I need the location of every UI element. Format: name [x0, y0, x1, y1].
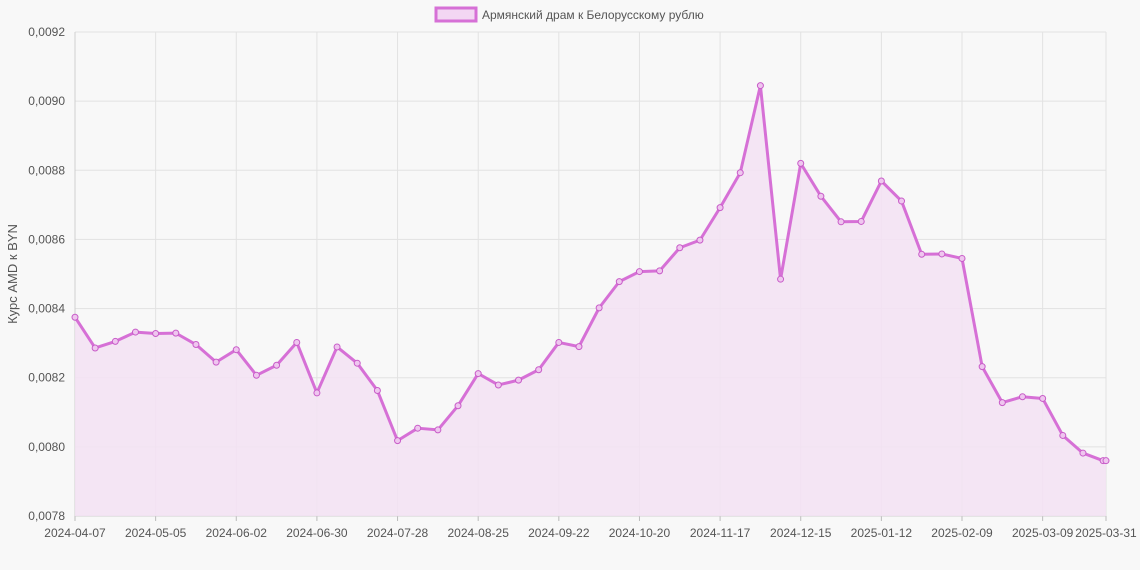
data-point[interactable] [998, 399, 1006, 407]
data-point[interactable] [877, 177, 885, 185]
data-point[interactable] [716, 204, 724, 212]
data-points [71, 82, 1110, 465]
data-point[interactable] [434, 426, 442, 434]
x-tick-label: 2024-10-20 [609, 526, 671, 540]
data-point[interactable] [373, 387, 381, 395]
data-point[interactable] [958, 254, 966, 262]
legend[interactable]: Армянский драм к Белорусскому рублю [434, 6, 704, 23]
data-point[interactable] [91, 344, 99, 352]
y-tick-label: 0,0080 [28, 440, 65, 454]
data-point[interactable] [212, 358, 220, 366]
x-tick-label: 2024-11-17 [690, 526, 751, 540]
data-point[interactable] [152, 329, 160, 337]
data-point[interactable] [333, 343, 341, 351]
data-point[interactable] [131, 328, 139, 336]
x-tick-label: 2025-01-12 [851, 526, 913, 540]
data-point[interactable] [898, 197, 906, 205]
data-point[interactable] [1039, 394, 1047, 402]
data-point[interactable] [1079, 449, 1087, 457]
data-point[interactable] [817, 192, 825, 200]
data-point[interactable] [535, 366, 543, 374]
data-point[interactable] [192, 341, 200, 349]
x-tick-label: 2025-03-09 [1012, 526, 1074, 540]
data-point[interactable] [736, 169, 744, 177]
data-point[interactable] [857, 217, 865, 225]
x-axis-ticks: 2024-04-07 2024-05-05 2024-06-02 2024-06-30… [44, 526, 1137, 540]
y-tick-label: 0,0088 [28, 163, 65, 177]
data-point[interactable] [474, 370, 482, 378]
y-axis-ticks: 0,0078 0,0080 0,0082 0,0084 0,0086 0,0088 0,00… [28, 25, 65, 523]
data-point[interactable] [575, 343, 583, 351]
data-point[interactable] [797, 159, 805, 167]
x-tick-label: 2024-12-15 [770, 526, 832, 540]
x-tick-label: 2024-05-05 [125, 526, 187, 540]
data-point[interactable] [555, 338, 563, 346]
data-point[interactable] [71, 313, 79, 321]
data-point[interactable] [656, 267, 664, 275]
y-tick-label: 0,0084 [28, 302, 65, 316]
data-point[interactable] [1102, 457, 1110, 465]
y-tick-label: 0,0090 [28, 94, 65, 108]
y-tick-label: 0,0078 [28, 509, 65, 523]
data-point[interactable] [515, 376, 523, 384]
data-point[interactable] [756, 82, 764, 90]
data-point[interactable] [978, 363, 986, 371]
data-point[interactable] [696, 236, 704, 244]
data-point[interactable] [414, 424, 422, 432]
x-tick-label: 2024-06-30 [286, 526, 348, 540]
data-point[interactable] [1018, 393, 1026, 401]
area-fill-layer [75, 85, 1106, 516]
y-tick-label: 0,0092 [28, 25, 65, 39]
data-point[interactable] [938, 250, 946, 258]
x-tick-label: 2024-09-22 [528, 526, 590, 540]
x-tick-label: 2024-08-25 [447, 526, 509, 540]
data-point[interactable] [635, 268, 643, 276]
data-point[interactable] [454, 402, 462, 410]
x-tick-label: 2024-07-28 [367, 526, 429, 540]
y-axis-label: Курс AMD к BYN [5, 224, 20, 324]
data-point[interactable] [394, 437, 402, 445]
data-point[interactable] [494, 381, 502, 389]
data-point[interactable] [676, 244, 684, 252]
data-point[interactable] [293, 338, 301, 346]
data-point[interactable] [313, 389, 321, 397]
y-tick-label: 0,0082 [28, 371, 65, 385]
y-tick-label: 0,0086 [28, 232, 65, 246]
legend-swatch [434, 6, 478, 23]
data-point[interactable] [595, 304, 603, 312]
data-point[interactable] [232, 346, 240, 354]
data-point[interactable] [837, 218, 845, 226]
x-tick-label: 2024-04-07 [44, 526, 106, 540]
legend-label: Армянский драм к Белорусскому рублю [482, 8, 704, 22]
data-point[interactable] [615, 278, 623, 286]
data-point[interactable] [918, 250, 926, 258]
data-point[interactable] [1059, 431, 1067, 439]
data-point[interactable] [353, 359, 361, 367]
data-point[interactable] [777, 275, 785, 283]
data-point[interactable] [111, 337, 119, 345]
x-tick-label: 2025-03-31 [1075, 526, 1137, 540]
series-area [75, 85, 1106, 516]
x-tick-label: 2024-06-02 [206, 526, 268, 540]
data-point[interactable] [273, 361, 281, 369]
data-point[interactable] [172, 329, 180, 337]
x-tick-label: 2025-02-09 [931, 526, 993, 540]
data-point[interactable] [252, 371, 260, 379]
